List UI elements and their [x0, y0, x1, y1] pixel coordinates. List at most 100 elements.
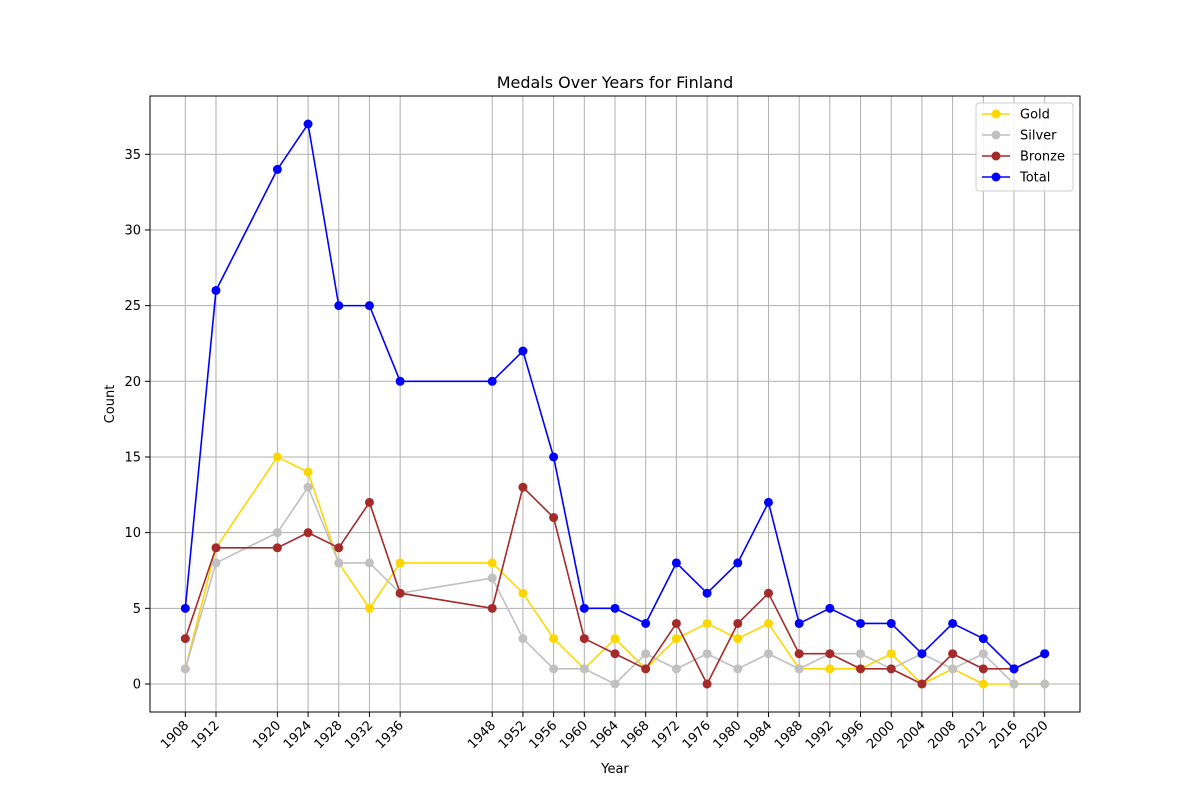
- data-point-silver: [487, 573, 497, 583]
- data-point-bronze: [180, 634, 190, 644]
- data-point-total: [671, 558, 681, 568]
- y-tick-label: 0: [133, 678, 141, 693]
- legend-item-bronze: Bronze: [982, 150, 1065, 165]
- series-line-silver: [184, 486, 1045, 685]
- y-tick-label: 35: [124, 148, 141, 163]
- data-point-total: [518, 346, 528, 356]
- data-point-total: [1009, 664, 1019, 674]
- data-point-gold: [702, 618, 712, 628]
- data-point-total: [917, 649, 927, 659]
- data-point-silver: [1009, 679, 1019, 689]
- data-point-bronze: [763, 588, 773, 598]
- y-tick-label: 20: [124, 375, 141, 390]
- legend-label-gold: Gold: [1020, 108, 1050, 123]
- data-point-total: [733, 558, 743, 568]
- legend: Gold Silver Bronze Total: [975, 102, 1074, 192]
- data-point-gold: [733, 634, 743, 644]
- legend-marker-silver: [991, 130, 1001, 140]
- data-point-total: [948, 618, 958, 628]
- data-point-bronze: [549, 513, 559, 523]
- data-point-total: [886, 618, 896, 628]
- data-point-total: [303, 119, 313, 129]
- data-point-total: [334, 301, 344, 311]
- y-axis-title: Count: [103, 385, 118, 424]
- data-point-bronze: [948, 649, 958, 659]
- series-line-bronze: [184, 486, 1046, 685]
- data-point-silver: [856, 649, 866, 659]
- data-point-total: [487, 376, 497, 386]
- legend-item-gold: Gold: [982, 108, 1050, 123]
- data-point-bronze: [978, 664, 988, 674]
- data-point-bronze: [794, 649, 804, 659]
- series-group: [180, 119, 1050, 689]
- data-point-bronze: [487, 603, 497, 613]
- data-point-total: [978, 634, 988, 644]
- y-axis-ticks: 0 5 10 15 20 25 30 35: [124, 148, 150, 693]
- data-point-gold: [487, 558, 497, 568]
- data-point-silver: [334, 558, 344, 568]
- data-point-bronze: [702, 679, 712, 689]
- data-point-silver: [180, 664, 190, 674]
- legend-label-total: Total: [1019, 171, 1050, 186]
- series-total: [180, 119, 1050, 674]
- data-point-silver: [549, 664, 559, 674]
- data-point-bronze: [671, 618, 681, 628]
- data-point-bronze: [610, 649, 620, 659]
- data-point-silver: [702, 649, 712, 659]
- y-tick-label: 15: [124, 450, 141, 465]
- data-point-bronze: [518, 482, 528, 492]
- data-point-gold: [825, 664, 835, 674]
- legend-marker-total: [991, 172, 1001, 182]
- x-axis-title: Year: [600, 762, 629, 777]
- data-point-total: [794, 618, 804, 628]
- data-point-gold: [303, 467, 313, 477]
- data-point-silver: [518, 634, 528, 644]
- chart-title: Medals Over Years for Finland: [497, 73, 734, 92]
- data-point-bronze: [272, 543, 282, 553]
- data-point-gold: [364, 603, 374, 613]
- data-point-gold: [272, 452, 282, 462]
- data-point-silver: [1040, 679, 1050, 689]
- data-point-gold: [886, 649, 896, 659]
- series-line-gold: [184, 456, 1045, 685]
- data-point-silver: [303, 482, 313, 492]
- data-point-bronze: [395, 588, 405, 598]
- data-point-bronze: [641, 664, 651, 674]
- data-point-silver: [364, 558, 374, 568]
- data-point-bronze: [917, 679, 927, 689]
- data-point-total: [272, 164, 282, 174]
- data-point-gold: [763, 618, 773, 628]
- data-point-total: [180, 603, 190, 613]
- data-point-total: [579, 603, 589, 613]
- data-point-bronze: [733, 618, 743, 628]
- series-line-total: [184, 123, 1046, 670]
- data-point-silver: [610, 679, 620, 689]
- data-point-silver: [794, 664, 804, 674]
- data-point-silver: [641, 649, 651, 659]
- data-point-silver: [763, 649, 773, 659]
- legend-item-total: Total: [982, 171, 1050, 186]
- data-point-bronze: [579, 634, 589, 644]
- data-point-silver: [733, 664, 743, 674]
- data-point-gold: [671, 634, 681, 644]
- data-point-total: [702, 588, 712, 598]
- data-point-silver: [211, 558, 221, 568]
- legend-marker-bronze: [991, 151, 1001, 161]
- data-point-bronze: [886, 664, 896, 674]
- data-point-gold: [549, 634, 559, 644]
- data-point-total: [825, 603, 835, 613]
- data-point-total: [549, 452, 559, 462]
- data-point-total: [610, 603, 620, 613]
- data-point-gold: [395, 558, 405, 568]
- data-point-bronze: [211, 543, 221, 553]
- data-point-gold: [610, 634, 620, 644]
- data-point-total: [1040, 649, 1050, 659]
- legend-label-bronze: Bronze: [1020, 150, 1065, 165]
- data-point-silver: [671, 664, 681, 674]
- data-point-bronze: [303, 528, 313, 538]
- data-point-gold: [518, 588, 528, 598]
- data-point-total: [763, 497, 773, 507]
- data-point-bronze: [856, 664, 866, 674]
- data-point-total: [641, 618, 651, 628]
